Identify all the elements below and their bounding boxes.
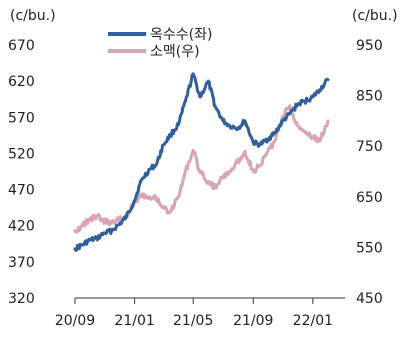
right-tick-label: 950 [356,38,383,54]
x-tick-label: 21/01 [114,313,154,329]
right-tick-label: 750 [356,139,383,155]
left-tick-label: 370 [8,255,35,271]
x-tick-label: 22/01 [293,313,333,329]
x-axis-ticks: 20/09 21/01 21/05 21/09 22/01 [55,298,333,329]
left-tick-label: 420 [8,219,35,235]
x-tick-label: 20/09 [55,313,95,329]
legend: 옥수수(좌) 소맥(우) [108,27,212,60]
series-line-corn [73,72,330,252]
series-line-wheat [73,104,330,234]
right-axis-unit: (c/bu.) [352,8,398,24]
right-axis-ticks: 950 850 750 650 550 450 [356,38,383,307]
left-tick-label: 320 [8,291,35,307]
right-tick-label: 450 [356,291,383,307]
x-tick-label: 21/09 [233,313,273,329]
right-tick-label: 850 [356,89,383,105]
right-tick-label: 650 [356,190,383,206]
left-tick-label: 520 [8,146,35,162]
right-tick-label: 550 [356,240,383,256]
series-layer [73,72,330,252]
legend-label-wheat: 소맥(우) [150,44,200,60]
left-tick-label: 670 [8,38,35,54]
left-tick-label: 620 [8,74,35,90]
left-tick-label: 570 [8,110,35,126]
left-tick-label: 470 [8,183,35,199]
left-axis-unit: (c/bu.) [10,8,56,24]
x-tick-label: 21/05 [173,313,213,329]
legend-label-corn: 옥수수(좌) [150,27,212,43]
left-axis-ticks: 670 620 570 520 470 420 370 320 [8,38,35,307]
